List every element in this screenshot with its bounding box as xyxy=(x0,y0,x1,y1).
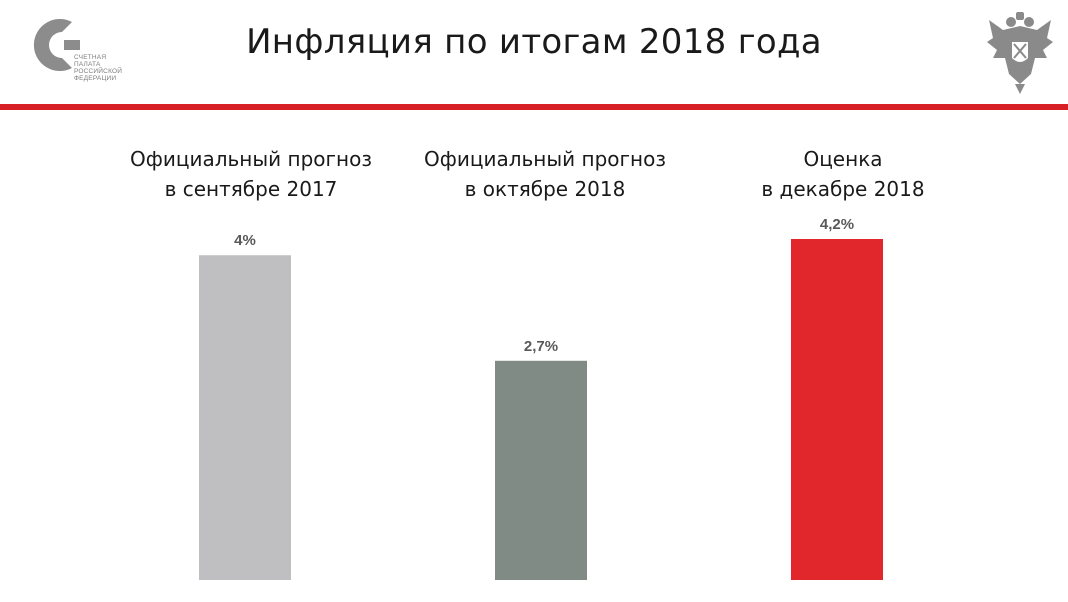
title-divider xyxy=(0,104,1068,110)
logo-line: ФЕДЕРАЦИИ xyxy=(74,75,117,82)
emblem xyxy=(985,8,1055,96)
category-label-1-line-2: в сентябре 2017 xyxy=(165,177,338,201)
logo-text: СЧЕТНАЯ ПАЛАТА РОССИЙСКОЙ ФЕДЕРАЦИИ xyxy=(74,54,134,82)
logo-line: СЧЕТНАЯ xyxy=(74,54,107,61)
category-label-3-line-2: в декабре 2018 xyxy=(761,177,924,201)
bar-3 xyxy=(791,239,883,580)
logo-line: ПАЛАТА xyxy=(74,61,101,68)
category-label-2-line-1: Официальный прогноз xyxy=(424,147,666,171)
accounts-chamber-logo-icon xyxy=(33,19,80,71)
category-label-2-line-2: в октябре 2018 xyxy=(465,177,626,201)
slide-title: Инфляция по итогам 2018 года xyxy=(246,22,822,62)
double-headed-eagle-icon xyxy=(987,12,1053,94)
category-label-1-line-1: Официальный прогноз xyxy=(130,147,372,171)
value-label-3: 4,2% xyxy=(820,216,854,233)
logo-line: РОССИЙСКОЙ xyxy=(74,68,123,75)
bar-2 xyxy=(495,360,587,580)
value-label-1: 4% xyxy=(234,232,256,249)
bar-1 xyxy=(199,255,291,580)
value-label-2: 2,7% xyxy=(524,338,558,355)
accounts-chamber-logo: СЧЕТНАЯ ПАЛАТА РОССИЙСКОЙ ФЕДЕРАЦИИ xyxy=(28,10,138,94)
category-label-3-line-1: Оценка xyxy=(803,147,882,171)
